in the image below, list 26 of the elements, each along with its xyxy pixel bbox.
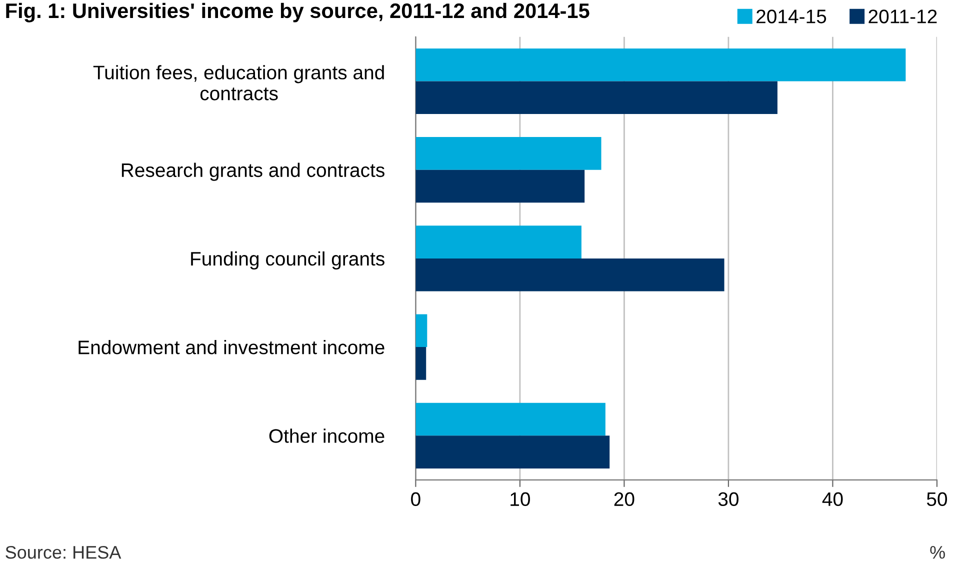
y-tick-label: Funding council grants	[191, 251, 384, 270]
x-tick-label: 0	[411, 492, 420, 506]
bar	[416, 402, 606, 436]
y-tick-label: Endowment and investment income	[78, 340, 384, 354]
legend-label: 2014-15	[756, 10, 826, 24]
source-note: Source: HESA	[6, 546, 122, 559]
bar	[416, 137, 602, 170]
bar	[416, 347, 426, 380]
bar	[416, 48, 906, 82]
bar	[416, 436, 610, 468]
x-tick-label: 40	[822, 492, 843, 506]
y-tick-label: Research grants and contracts	[122, 162, 384, 181]
bar	[416, 314, 428, 348]
x-tick-label: 20	[614, 492, 634, 506]
x-tick-label: 50	[926, 492, 948, 506]
chart-title: Fig. 1: Universities' income by source, 2011-12 and 2014-15	[6, 2, 590, 22]
x-tick-label: 10	[510, 492, 530, 506]
x-axis-title: %	[930, 546, 945, 559]
x-tick-label: 30	[718, 492, 739, 506]
legend-label: 2011-12	[868, 10, 937, 24]
bar	[416, 81, 778, 114]
bar	[416, 170, 585, 203]
bar	[416, 258, 724, 292]
y-tick-label: Other income	[269, 428, 384, 443]
bar	[416, 226, 582, 258]
y-tick-label: Tuition fees, education grants and contracts	[93, 65, 384, 100]
